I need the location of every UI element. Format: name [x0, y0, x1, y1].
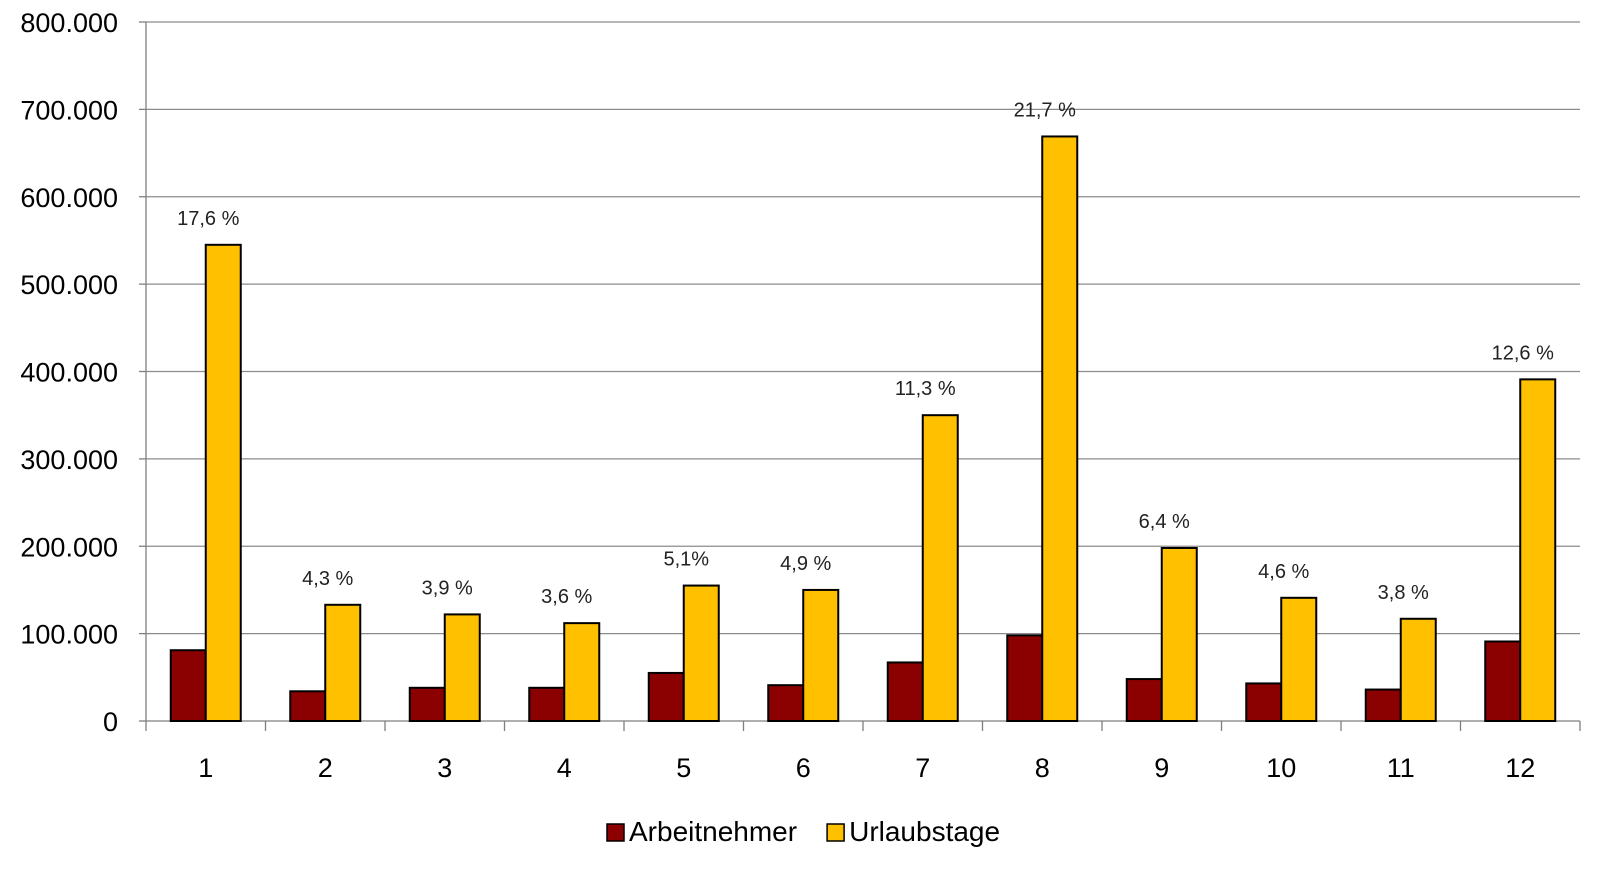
- bar-arbeitnehmer-10: [1245, 682, 1283, 723]
- y-tick-label: 800.000: [20, 8, 118, 38]
- bar-arbeitnehmer-9: [1125, 678, 1163, 722]
- bar-urlaubstage-3: [443, 613, 481, 723]
- bar-urlaubstage-10: [1280, 596, 1318, 723]
- x-tick-label: 9: [1154, 753, 1169, 783]
- bar-urlaubstage-1: [204, 243, 242, 722]
- bar-urlaubstage-11: [1399, 617, 1437, 722]
- data-label: 3,9 %: [422, 577, 473, 599]
- y-tick-label: 200.000: [20, 532, 118, 562]
- x-tick-label: 10: [1266, 753, 1296, 783]
- y-tick-label: 300.000: [20, 445, 118, 475]
- data-label: 12,6 %: [1492, 342, 1554, 364]
- x-tick-label: 12: [1505, 753, 1535, 783]
- x-tick-label: 11: [1387, 753, 1415, 783]
- bars: [169, 135, 1557, 723]
- x-tick-label: 2: [318, 753, 333, 783]
- legend-swatch-arbeitnehmer: [606, 823, 625, 842]
- data-label: 11,3 %: [895, 378, 956, 400]
- bar-arbeitnehmer-8: [1006, 634, 1044, 722]
- bar-arbeitnehmer-12: [1484, 640, 1522, 723]
- bar-urlaubstage-5: [682, 584, 720, 722]
- legend-swatch-urlaubstage: [826, 823, 845, 842]
- data-label: 3,8 %: [1378, 582, 1429, 604]
- x-tick-label: 8: [1035, 753, 1050, 783]
- bar-arbeitnehmer-3: [408, 686, 446, 722]
- x-tick-label: 3: [437, 753, 452, 783]
- bar-arbeitnehmer-6: [767, 684, 805, 723]
- x-tick-label: 4: [557, 753, 572, 783]
- bar-urlaubstage-12: [1519, 378, 1557, 722]
- legend-label-urlaubstage: Urlaubstage: [849, 816, 1000, 847]
- bar-urlaubstage-7: [921, 414, 959, 722]
- x-tick-label: 7: [915, 753, 930, 783]
- y-tick-label: 100.000: [20, 620, 118, 650]
- data-label: 6,4 %: [1139, 511, 1190, 533]
- bar-urlaubstage-6: [802, 588, 840, 722]
- grid-lines: [146, 21, 1580, 635]
- bar-arbeitnehmer-1: [169, 649, 207, 723]
- y-tick-label: 500.000: [20, 270, 118, 300]
- bar-arbeitnehmer-2: [289, 690, 327, 722]
- data-label: 3,6 %: [541, 586, 592, 608]
- legend-label-arbeitnehmer: Arbeitnehmer: [629, 816, 797, 847]
- data-label: 5,1%: [663, 549, 709, 571]
- y-tick-label: 0: [103, 707, 118, 737]
- bar-arbeitnehmer-5: [647, 671, 685, 722]
- x-tick-label: 1: [198, 753, 213, 783]
- data-label: 4,6 %: [1258, 561, 1309, 583]
- bar-urlaubstage-9: [1160, 546, 1198, 722]
- data-label: 21,7 %: [1014, 99, 1076, 121]
- data-label: 4,9 %: [780, 553, 831, 575]
- x-tick-label: 5: [676, 753, 691, 783]
- bar-arbeitnehmer-7: [886, 661, 924, 722]
- tick-labels: 0 100.000 200.000 300.000 400.000 500.000 600.…: [20, 8, 1535, 783]
- bar-urlaubstage-2: [324, 603, 362, 723]
- axes: [139, 21, 1581, 731]
- bar-urlaubstage-4: [563, 622, 601, 723]
- bar-arbeitnehmer-4: [528, 686, 566, 722]
- data-labels: 17,6 % 4,3 % 3,9 % 3,6 % 5,1% 4,9 % 11,3 % 21,7…: [177, 99, 1554, 608]
- legend: Arbeitnehmer Urlaubstage: [606, 816, 1000, 847]
- data-label: 4,3 %: [302, 568, 353, 590]
- bar-urlaubstage-8: [1041, 135, 1079, 722]
- x-tick-label: 6: [796, 753, 811, 783]
- data-label: 17,6 %: [177, 208, 239, 230]
- y-tick-label: 600.000: [20, 183, 118, 213]
- bar-arbeitnehmer-11: [1364, 688, 1402, 722]
- y-tick-label: 700.000: [20, 95, 118, 125]
- y-tick-label: 400.000: [20, 358, 118, 388]
